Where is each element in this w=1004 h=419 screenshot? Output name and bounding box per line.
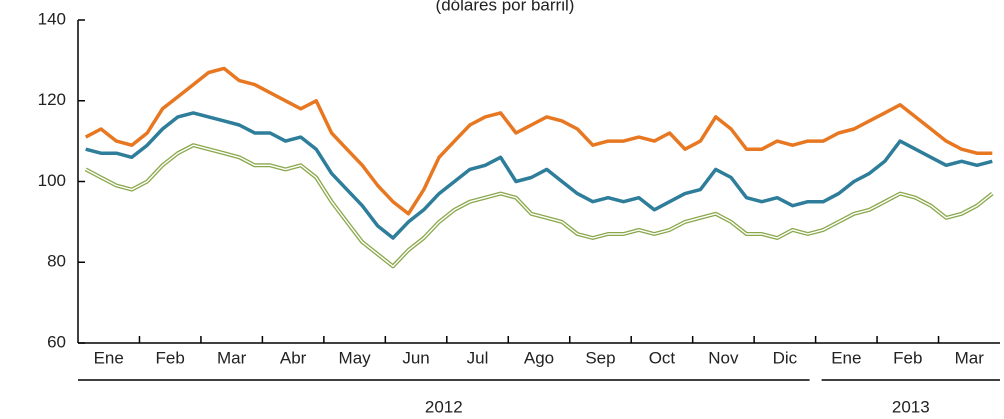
x-tick-label: Feb — [893, 348, 922, 367]
y-tick-label: 100 — [38, 171, 66, 190]
x-tick-label: Dic — [773, 348, 798, 367]
x-tick-label: Jun — [402, 348, 429, 367]
y-tick-label: 120 — [38, 90, 66, 109]
year-label: 2013 — [892, 397, 930, 416]
series-line-inner — [85, 144, 993, 267]
x-tick-label: Abr — [280, 348, 307, 367]
x-tick-label: Mar — [217, 348, 247, 367]
chart-subtitle: (dólares por barril) — [436, 0, 575, 14]
x-tick-label: May — [339, 348, 372, 367]
series-line — [85, 111, 993, 240]
series-line — [84, 66, 993, 216]
x-tick-label: Mar — [955, 348, 985, 367]
y-tick-label: 80 — [47, 252, 66, 271]
y-tick-label: 140 — [38, 9, 66, 28]
x-tick-label: Ago — [524, 348, 554, 367]
x-tick-label: Sep — [585, 348, 615, 367]
x-tick-label: Nov — [708, 348, 739, 367]
x-tick-label: Jul — [467, 348, 489, 367]
x-tick-label: Ene — [94, 348, 124, 367]
series-line — [84, 143, 994, 269]
y-tick-label: 60 — [47, 332, 66, 351]
x-tick-label: Oct — [649, 348, 676, 367]
year-label: 2012 — [425, 397, 463, 416]
x-tick-label: Feb — [156, 348, 185, 367]
x-tick-label: Ene — [831, 348, 861, 367]
